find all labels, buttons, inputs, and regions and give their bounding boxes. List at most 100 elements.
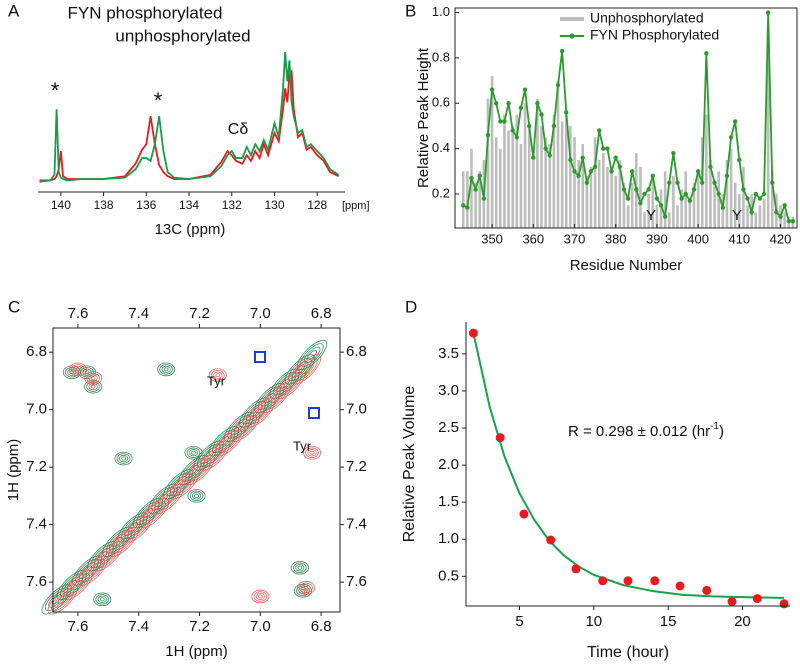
x-tick-label: 128: [307, 198, 327, 212]
line-point: [658, 203, 664, 208]
contour: [199, 440, 230, 471]
contour: [47, 584, 78, 615]
line-point: [510, 128, 515, 133]
line-point: [745, 196, 750, 201]
bar: [610, 171, 613, 228]
spectrum-line: [39, 69, 339, 182]
bar: [684, 171, 688, 228]
bar: [696, 171, 700, 228]
contour: [62, 569, 94, 601]
line-point: [568, 157, 573, 163]
contour: [93, 592, 112, 607]
line-point: [526, 123, 532, 129]
y-tick-label: 0.5: [438, 567, 459, 584]
bar: [721, 193, 725, 228]
line-point: [728, 135, 734, 140]
y-axis-label: Relative Peak Height: [415, 47, 432, 188]
line-point: [749, 209, 754, 215]
y-tick-label: 3.0: [438, 382, 459, 399]
contour: [296, 585, 310, 596]
annotation-text: R = 0.298 ± 0.012 (hr: [568, 423, 710, 440]
line-point: [679, 196, 684, 201]
bar: [540, 125, 543, 228]
line-point: [477, 173, 482, 179]
contour: [303, 445, 322, 460]
line-point: [535, 101, 540, 106]
line-point: [601, 146, 606, 151]
line-point: [790, 218, 796, 224]
line-point: [564, 110, 569, 115]
contour: [114, 451, 133, 466]
contour: [294, 357, 318, 382]
y-tick-label: 0.6: [432, 95, 450, 110]
annotation: Tyr: [293, 438, 312, 453]
bar: [478, 171, 482, 228]
y-tick-label: 7.4: [26, 516, 47, 533]
y-tick-label: 7.0: [26, 401, 47, 418]
annotation: R = 0.298 ± 0.012 (hr-1): [568, 421, 724, 440]
line-point: [473, 187, 478, 192]
annotation: Y: [646, 207, 656, 224]
bar: [461, 171, 465, 228]
line-point: [638, 200, 643, 206]
contour: [290, 560, 309, 575]
x-tick-label: 7.0: [250, 305, 271, 322]
line-point: [765, 10, 771, 15]
line-point: [518, 105, 524, 110]
contour: [121, 456, 126, 461]
bar: [589, 166, 593, 228]
marker-square: [254, 351, 266, 363]
bar: [705, 114, 708, 228]
bar: [597, 159, 601, 228]
y-tick-label: 0.8: [432, 49, 450, 64]
x-tick-label: 400: [687, 231, 709, 246]
point: [598, 576, 608, 586]
y-tick-label: 7.6: [26, 573, 47, 590]
x-tick-label: 7.2: [189, 305, 210, 322]
bar: [602, 153, 605, 228]
annotation: Cδ: [228, 121, 249, 138]
contour: [73, 365, 83, 373]
legend-entry: unphosphorylated: [115, 26, 250, 45]
contour: [163, 367, 169, 372]
line-point: [646, 187, 651, 192]
line-point: [494, 101, 499, 106]
line-point: [704, 51, 709, 56]
line-point: [502, 119, 507, 124]
bar: [676, 205, 679, 228]
y-axis-label: 1H (ppm): [5, 439, 22, 502]
bar: [622, 182, 626, 228]
line-point: [576, 173, 581, 179]
line-point: [634, 187, 639, 192]
x-axis-label: Time (hour): [587, 644, 669, 661]
line-point: [498, 119, 503, 124]
contour: [208, 368, 227, 382]
contour: [300, 364, 311, 375]
contour: [118, 454, 129, 463]
line-point: [572, 169, 577, 174]
point: [702, 585, 712, 595]
y-tick-label: 0.4: [432, 140, 450, 155]
line-point: [695, 169, 701, 174]
contour: [93, 541, 124, 572]
x-tick-label: 15: [660, 613, 677, 630]
contour: [116, 453, 131, 464]
bar: [762, 198, 766, 228]
x-tick-label: 5: [515, 613, 523, 630]
y-tick-label: 0.2: [432, 185, 450, 200]
bar: [742, 166, 745, 228]
x-tick-label: 132: [222, 198, 242, 212]
contour: [108, 526, 139, 557]
bar: [573, 137, 576, 228]
line-point: [642, 191, 647, 197]
line-point: [543, 146, 548, 151]
x-tick-label: 10: [585, 613, 602, 630]
annotation: Y: [732, 207, 742, 224]
line-point: [662, 214, 668, 219]
bar: [766, 46, 770, 228]
line-point: [539, 112, 544, 117]
contour: [210, 369, 225, 381]
y-tick-label: 2.5: [438, 419, 459, 436]
y-tick-label: 2.0: [438, 456, 459, 473]
bar: [725, 159, 729, 228]
